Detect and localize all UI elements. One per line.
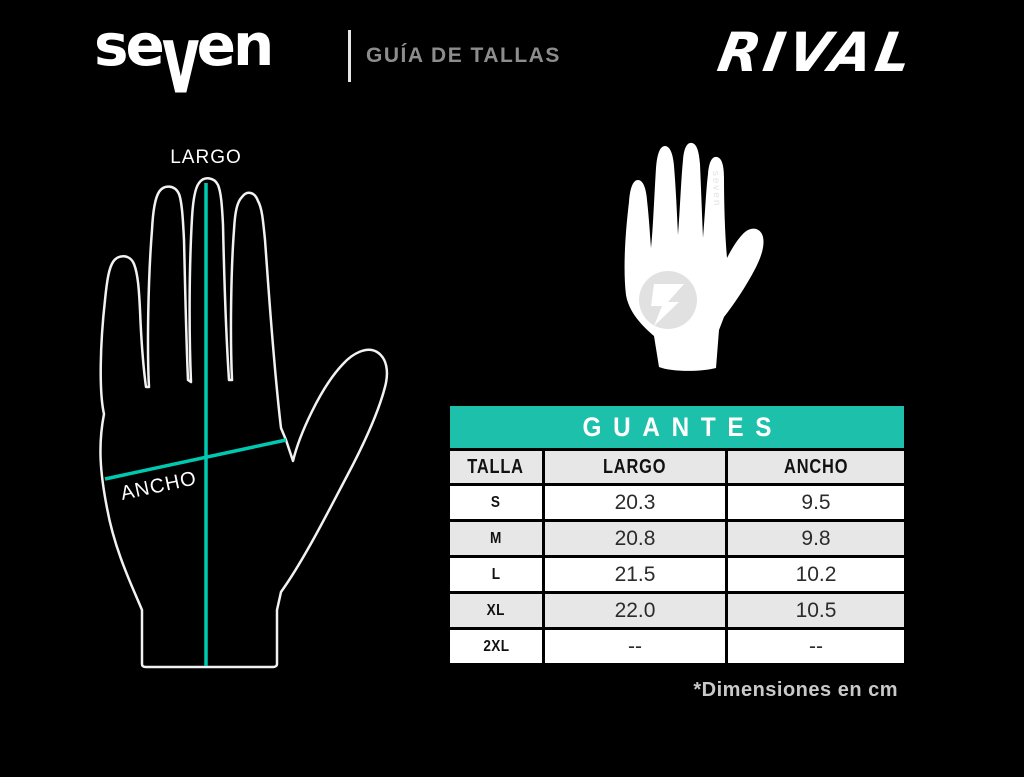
table-grid: TALLA LARGO ANCHO S 20.3 9.5 M 20.8 9.8 … [450,451,904,663]
hand-outline [99,177,389,669]
page-title: GUÍA DE TALLAS [366,44,561,67]
col-header-ancho: ANCHO [728,451,904,483]
table-row-2xl-largo: -- [545,630,725,663]
table-row-xl-ancho: 10.5 [728,594,904,627]
glove-watermark-seven-icon [651,284,684,326]
ancho-measure-line [104,438,287,481]
table-row-l-size: L [450,558,542,591]
table-row-xl-largo: 22.0 [545,594,725,627]
largo-label: LARGO [170,147,242,168]
header-divider [348,30,351,82]
table-row-l-largo: 21.5 [545,558,725,591]
glove-watermark-text: seven [710,171,722,208]
seven-logo-post: en [196,11,275,79]
table-row-2xl-ancho: -- [728,630,904,663]
col-header-talla: TALLA [450,451,542,483]
table-row-s-size: S [450,486,542,519]
table-row-m-size: M [450,522,542,555]
seven-logo-v: v [161,3,200,116]
seven-brand-logo: se v en [94,11,275,108]
table-row-m-ancho: 9.8 [728,522,904,555]
table-row-s-largo: 20.3 [545,486,725,519]
glove-illustration: seven [624,142,764,371]
dimensions-note: *Dimensiones en cm [693,679,898,701]
hand-measurement-diagram: LARGO ANCHO [99,147,389,669]
rival-brand-logo: RIVAL [713,21,921,84]
size-table: GUANTES TALLA LARGO ANCHO S 20.3 9.5 M 2… [450,406,904,663]
seven-logo-pre: se [94,11,165,79]
table-row-l-ancho: 10.2 [728,558,904,591]
table-title-bar: GUANTES [450,406,904,448]
table-row-xl-size: XL [450,594,542,627]
glove-shape [624,142,764,371]
table-row-m-largo: 20.8 [545,522,725,555]
table-row-s-ancho: 9.5 [728,486,904,519]
table-row-2xl-size: 2XL [450,630,542,663]
table-title: GUANTES [582,411,784,442]
col-header-largo: LARGO [545,451,725,483]
